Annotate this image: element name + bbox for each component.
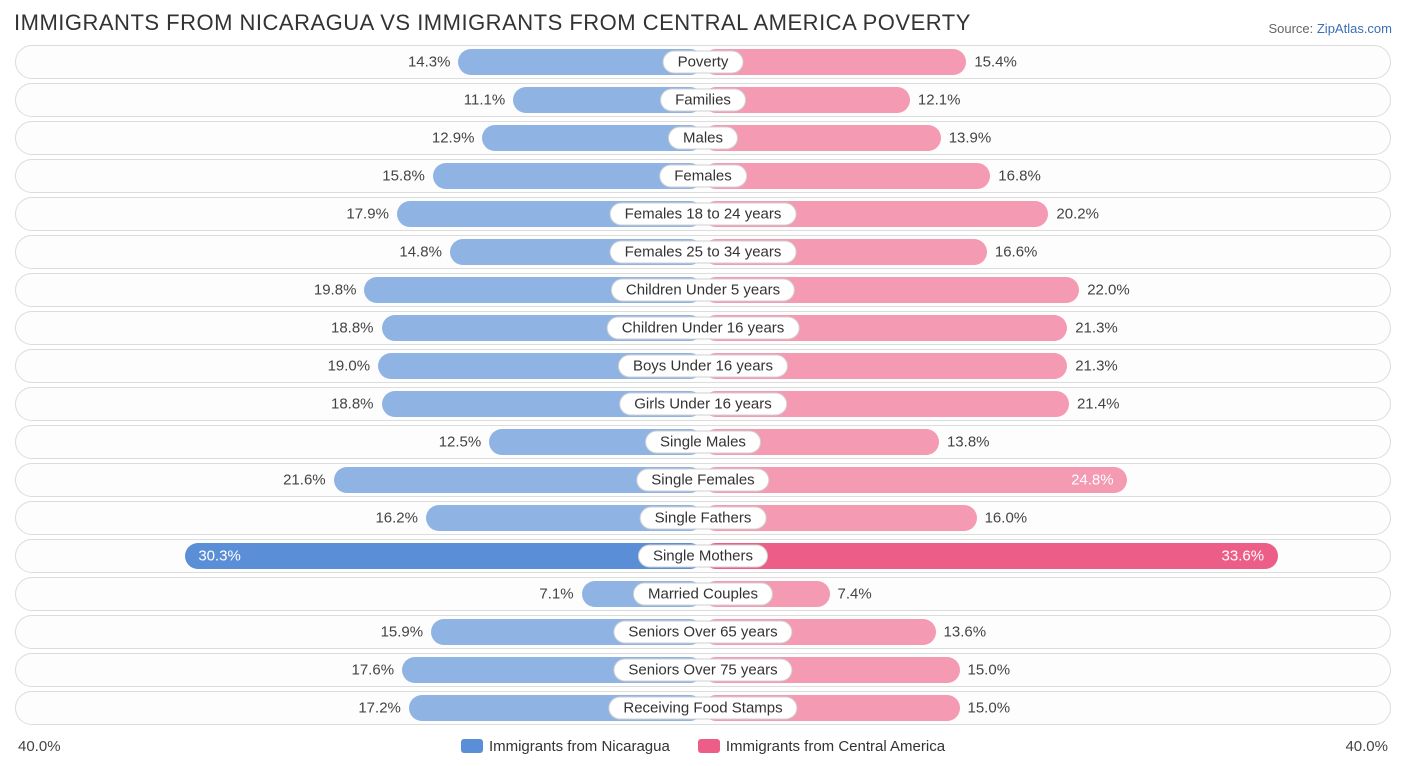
value-left: 12.9% — [432, 130, 475, 147]
value-right: 22.0% — [1087, 282, 1130, 299]
chart-row: 18.8% 21.4% Girls Under 16 years — [15, 387, 1391, 421]
category-label: Children Under 5 years — [611, 279, 795, 302]
category-label: Single Females — [636, 469, 769, 492]
chart-row: 30.3% 33.6% Single Mothers — [15, 539, 1391, 573]
bar-right — [703, 543, 1278, 569]
value-left: 17.9% — [346, 206, 389, 223]
chart-footer: 40.0% Immigrants from Nicaragua Immigran… — [14, 732, 1392, 760]
diverging-bar-chart: 14.3% 15.4% Poverty 11.1% 12.1% Families 12.9%… — [14, 44, 1392, 730]
category-label: Single Fathers — [640, 507, 767, 530]
category-label: Males — [668, 127, 738, 150]
value-right: 13.8% — [947, 434, 990, 451]
chart-row: 17.9% 20.2% Females 18 to 24 years — [15, 197, 1391, 231]
value-right: 13.6% — [944, 624, 987, 641]
chart-row: 19.8% 22.0% Children Under 5 years — [15, 273, 1391, 307]
category-label: Boys Under 16 years — [618, 355, 788, 378]
legend-item-right: Immigrants from Central America — [698, 738, 945, 755]
legend-label-left: Immigrants from Nicaragua — [489, 738, 670, 755]
chart-row: 11.1% 12.1% Families — [15, 83, 1391, 117]
value-right: 33.6% — [1222, 548, 1265, 565]
value-left: 30.3% — [198, 548, 241, 565]
category-label: Single Males — [645, 431, 761, 454]
chart-row: 17.6% 15.0% Seniors Over 75 years — [15, 653, 1391, 687]
value-right: 12.1% — [918, 92, 961, 109]
chart-row: 14.3% 15.4% Poverty — [15, 45, 1391, 79]
value-left: 7.1% — [539, 586, 573, 603]
value-left: 19.8% — [314, 282, 357, 299]
value-right: 16.6% — [995, 244, 1038, 261]
chart-row: 7.1% 7.4% Married Couples — [15, 577, 1391, 611]
legend-item-left: Immigrants from Nicaragua — [461, 738, 670, 755]
legend: Immigrants from Nicaragua Immigrants fro… — [461, 738, 945, 755]
value-left: 14.8% — [399, 244, 442, 261]
value-left: 14.3% — [408, 54, 451, 71]
category-label: Seniors Over 75 years — [613, 659, 792, 682]
source-prefix: Source: — [1268, 21, 1316, 36]
chart-row: 17.2% 15.0% Receiving Food Stamps — [15, 691, 1391, 725]
legend-label-right: Immigrants from Central America — [726, 738, 945, 755]
value-right: 24.8% — [1071, 472, 1114, 489]
category-label: Girls Under 16 years — [619, 393, 787, 416]
category-label: Females — [659, 165, 747, 188]
category-label: Single Mothers — [638, 545, 768, 568]
axis-max-left: 40.0% — [18, 738, 61, 755]
value-right: 16.0% — [985, 510, 1028, 527]
value-right: 21.4% — [1077, 396, 1120, 413]
category-label: Receiving Food Stamps — [608, 697, 797, 720]
bar-left — [185, 543, 703, 569]
value-left: 18.8% — [331, 396, 374, 413]
legend-swatch-right — [698, 739, 720, 753]
value-right: 7.4% — [838, 586, 872, 603]
category-label: Seniors Over 65 years — [613, 621, 792, 644]
chart-row: 12.9% 13.9% Males — [15, 121, 1391, 155]
chart-row: 21.6% 24.8% Single Females — [15, 463, 1391, 497]
legend-swatch-left — [461, 739, 483, 753]
value-right: 20.2% — [1056, 206, 1099, 223]
category-label: Children Under 16 years — [607, 317, 800, 340]
value-left: 15.9% — [381, 624, 424, 641]
chart-title: IMMIGRANTS FROM NICARAGUA VS IMMIGRANTS … — [14, 10, 971, 36]
category-label: Married Couples — [633, 583, 773, 606]
value-left: 11.1% — [464, 92, 505, 109]
value-right: 15.0% — [968, 700, 1011, 717]
value-left: 21.6% — [283, 472, 326, 489]
value-left: 16.2% — [375, 510, 418, 527]
chart-row: 14.8% 16.6% Females 25 to 34 years — [15, 235, 1391, 269]
source-link[interactable]: ZipAtlas.com — [1317, 21, 1392, 36]
value-left: 17.2% — [358, 700, 401, 717]
value-right: 15.0% — [968, 662, 1011, 679]
bar-right — [703, 125, 941, 151]
chart-row: 15.8% 16.8% Females — [15, 159, 1391, 193]
value-right: 13.9% — [949, 130, 992, 147]
value-right: 21.3% — [1075, 358, 1118, 375]
chart-row: 12.5% 13.8% Single Males — [15, 425, 1391, 459]
chart-row: 18.8% 21.3% Children Under 16 years — [15, 311, 1391, 345]
value-right: 15.4% — [974, 54, 1017, 71]
value-left: 12.5% — [439, 434, 482, 451]
chart-row: 19.0% 21.3% Boys Under 16 years — [15, 349, 1391, 383]
chart-row: 15.9% 13.6% Seniors Over 65 years — [15, 615, 1391, 649]
category-label: Poverty — [663, 51, 744, 74]
source-attribution: Source: ZipAtlas.com — [1268, 21, 1392, 36]
value-left: 15.8% — [382, 168, 425, 185]
category-label: Females 25 to 34 years — [610, 241, 797, 264]
value-left: 18.8% — [331, 320, 374, 337]
value-left: 17.6% — [352, 662, 395, 679]
value-left: 19.0% — [328, 358, 371, 375]
value-right: 16.8% — [998, 168, 1041, 185]
axis-max-right: 40.0% — [1345, 738, 1388, 755]
chart-row: 16.2% 16.0% Single Fathers — [15, 501, 1391, 535]
category-label: Families — [660, 89, 746, 112]
value-right: 21.3% — [1075, 320, 1118, 337]
category-label: Females 18 to 24 years — [610, 203, 797, 226]
